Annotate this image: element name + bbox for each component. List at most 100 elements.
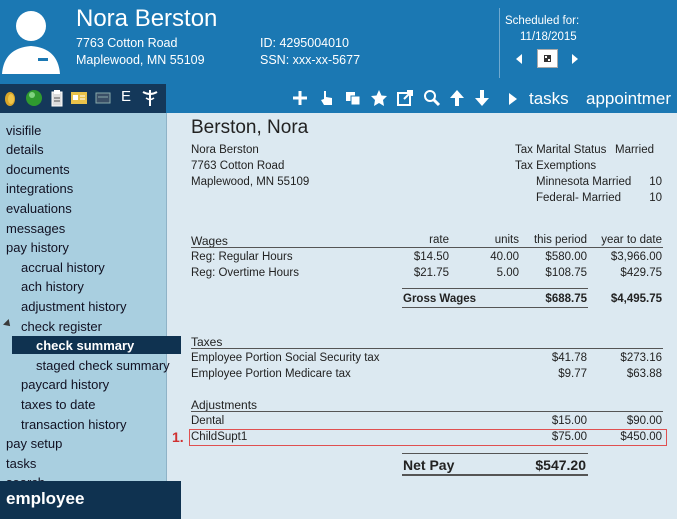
employee-section-bar[interactable] [0, 481, 181, 519]
gross-wages-rule [402, 288, 588, 289]
employee-header: Nora Berston 7763 Cotton Road Maplewood,… [0, 0, 677, 84]
arrow-down-icon[interactable] [474, 89, 490, 107]
tax-row-period: $9.77 [558, 368, 587, 380]
external-link-icon[interactable] [396, 89, 414, 107]
person-silhouette-icon [2, 11, 60, 74]
caret-left-icon [516, 54, 522, 64]
card-icon[interactable] [95, 89, 111, 107]
wage-row-ytd: $3,966.00 [610, 251, 662, 263]
wage-row-ytd: $429.75 [620, 267, 662, 279]
sidebar-item-visifile[interactable]: visifile [6, 123, 42, 138]
scheduled-for-label: Scheduled for: [505, 15, 580, 27]
tax-marital-status-value: Married [615, 144, 654, 156]
id-card-icon[interactable] [70, 89, 88, 107]
tax-exemptions-label: Tax Exemptions [515, 160, 597, 172]
sidebar-border [166, 113, 167, 519]
sidebar-item-tasks[interactable]: tasks [6, 456, 37, 471]
plus-icon[interactable] [292, 89, 308, 107]
tax-row-period: $41.78 [551, 352, 587, 364]
tax-marital-status-label: Tax Marital Status [515, 144, 607, 156]
tax-row-label: Employee Portion Social Security tax [191, 352, 380, 364]
wage-row-units: 5.00 [496, 267, 519, 279]
clipboard-icon[interactable] [50, 89, 64, 107]
check-address-line1: 7763 Cotton Road [191, 160, 285, 172]
coin-icon[interactable] [3, 89, 17, 107]
adjustments-header-rule [191, 411, 663, 412]
adjustment-row-ytd: $90.00 [626, 415, 662, 427]
wage-row-rate: $21.75 [413, 267, 449, 279]
sidebar-item-evaluations[interactable]: evaluations [6, 201, 72, 216]
search-icon[interactable] [423, 89, 441, 107]
wage-row-label: Reg: Regular Hours [191, 251, 293, 263]
sidebar-item-documents[interactable]: documents [6, 162, 70, 177]
arrow-up-icon[interactable] [449, 89, 465, 107]
employee-name: Nora Berston [76, 5, 218, 32]
gross-wages-label: Gross Wages [403, 293, 477, 305]
wage-row-rate: $14.50 [413, 251, 449, 263]
exemption-label: Minnesota Married [536, 176, 632, 188]
employee-address-line2: Maplewood, MN 55109 [76, 53, 205, 67]
exemption-value: 10 [649, 192, 662, 204]
check-address-line2: Maplewood, MN 55109 [191, 176, 310, 188]
sidebar-active-highlight [12, 336, 181, 354]
employee-address-line1: 7763 Cotton Road [76, 36, 178, 50]
star-icon[interactable] [370, 89, 388, 107]
play-arrow-icon[interactable] [508, 92, 518, 106]
check-employee-title: Berston, Nora [191, 117, 309, 138]
wage-row-period: $580.00 [545, 251, 587, 263]
hand-pointer-icon[interactable] [319, 89, 335, 107]
sidebar-item-details[interactable]: details [6, 142, 44, 157]
column-header-this-period: this period [533, 234, 587, 246]
adjustment-row-label: ChildSupt1 [191, 431, 248, 443]
sidebar-item-staged-check-summary[interactable]: staged check summary [36, 358, 170, 373]
toolbar: E tasks appointmer [0, 84, 677, 113]
avatar [0, 0, 62, 74]
sidebar-item-pay-history[interactable]: pay history [6, 240, 69, 255]
appointments-link[interactable]: appointmer [586, 89, 672, 108]
employee-section-label[interactable]: employee [6, 489, 85, 508]
sidebar-item-adjustment-history[interactable]: adjustment history [21, 299, 127, 314]
calendar-button[interactable] [537, 49, 558, 68]
previous-date-button[interactable] [515, 52, 523, 64]
sidebar-nav [0, 113, 166, 519]
sidebar-item-messages[interactable]: messages [6, 221, 66, 236]
header-divider [499, 8, 500, 78]
adjustment-row-label: Dental [191, 415, 225, 427]
adjustment-row-period: $75.00 [551, 431, 587, 443]
column-header-year-to-date: year to date [601, 234, 662, 246]
tasks-link[interactable]: tasks [529, 89, 569, 108]
column-header-units: units [494, 234, 519, 246]
taxes-header-rule [191, 348, 663, 349]
wage-row-label: Reg: Overtime Hours [191, 267, 300, 279]
sync-icon[interactable] [344, 89, 362, 107]
calendar-icon [544, 55, 551, 62]
sidebar-item-integrations[interactable]: integrations [6, 181, 74, 196]
next-date-button[interactable] [571, 52, 579, 64]
adjustments-header: Adjustments [191, 398, 258, 412]
tax-row-ytd: $273.16 [620, 352, 662, 364]
caduceus-icon[interactable] [142, 89, 158, 107]
taxes-header: Taxes [191, 335, 223, 349]
letter-e-icon[interactable]: E [121, 88, 132, 105]
net-pay-value: $547.20 [535, 457, 586, 473]
sidebar-item-check-summary[interactable]: check summary [36, 338, 135, 353]
sidebar-item-transaction-history[interactable]: transaction history [21, 417, 127, 432]
sidebar-item-ach-history[interactable]: ach history [21, 279, 84, 294]
scheduled-date: 11/18/2015 [520, 31, 577, 43]
gross-wages-ytd: $4,495.75 [610, 293, 662, 305]
tax-row-ytd: $63.88 [626, 368, 662, 380]
green-circle-icon[interactable] [25, 89, 43, 107]
tax-row-label: Employee Portion Medicare tax [191, 368, 351, 380]
sidebar-item-paycard-history[interactable]: paycard history [21, 377, 110, 392]
adjustment-row-ytd: $450.00 [620, 431, 662, 443]
sidebar-item-pay-setup[interactable]: pay setup [6, 436, 63, 451]
wages-header: Wages [191, 234, 228, 248]
wages-header-rule [191, 247, 663, 248]
net-pay-label: Net Pay [403, 457, 455, 473]
exemption-label: Federal- Married [536, 192, 621, 204]
gross-wages-period: $688.75 [545, 293, 587, 305]
sidebar-item-taxes-to-date[interactable]: taxes to date [21, 397, 96, 412]
column-header-rate: rate [429, 234, 449, 246]
sidebar-item-accrual-history[interactable]: accrual history [21, 260, 105, 275]
sidebar-item-check-register[interactable]: check register [21, 319, 102, 334]
